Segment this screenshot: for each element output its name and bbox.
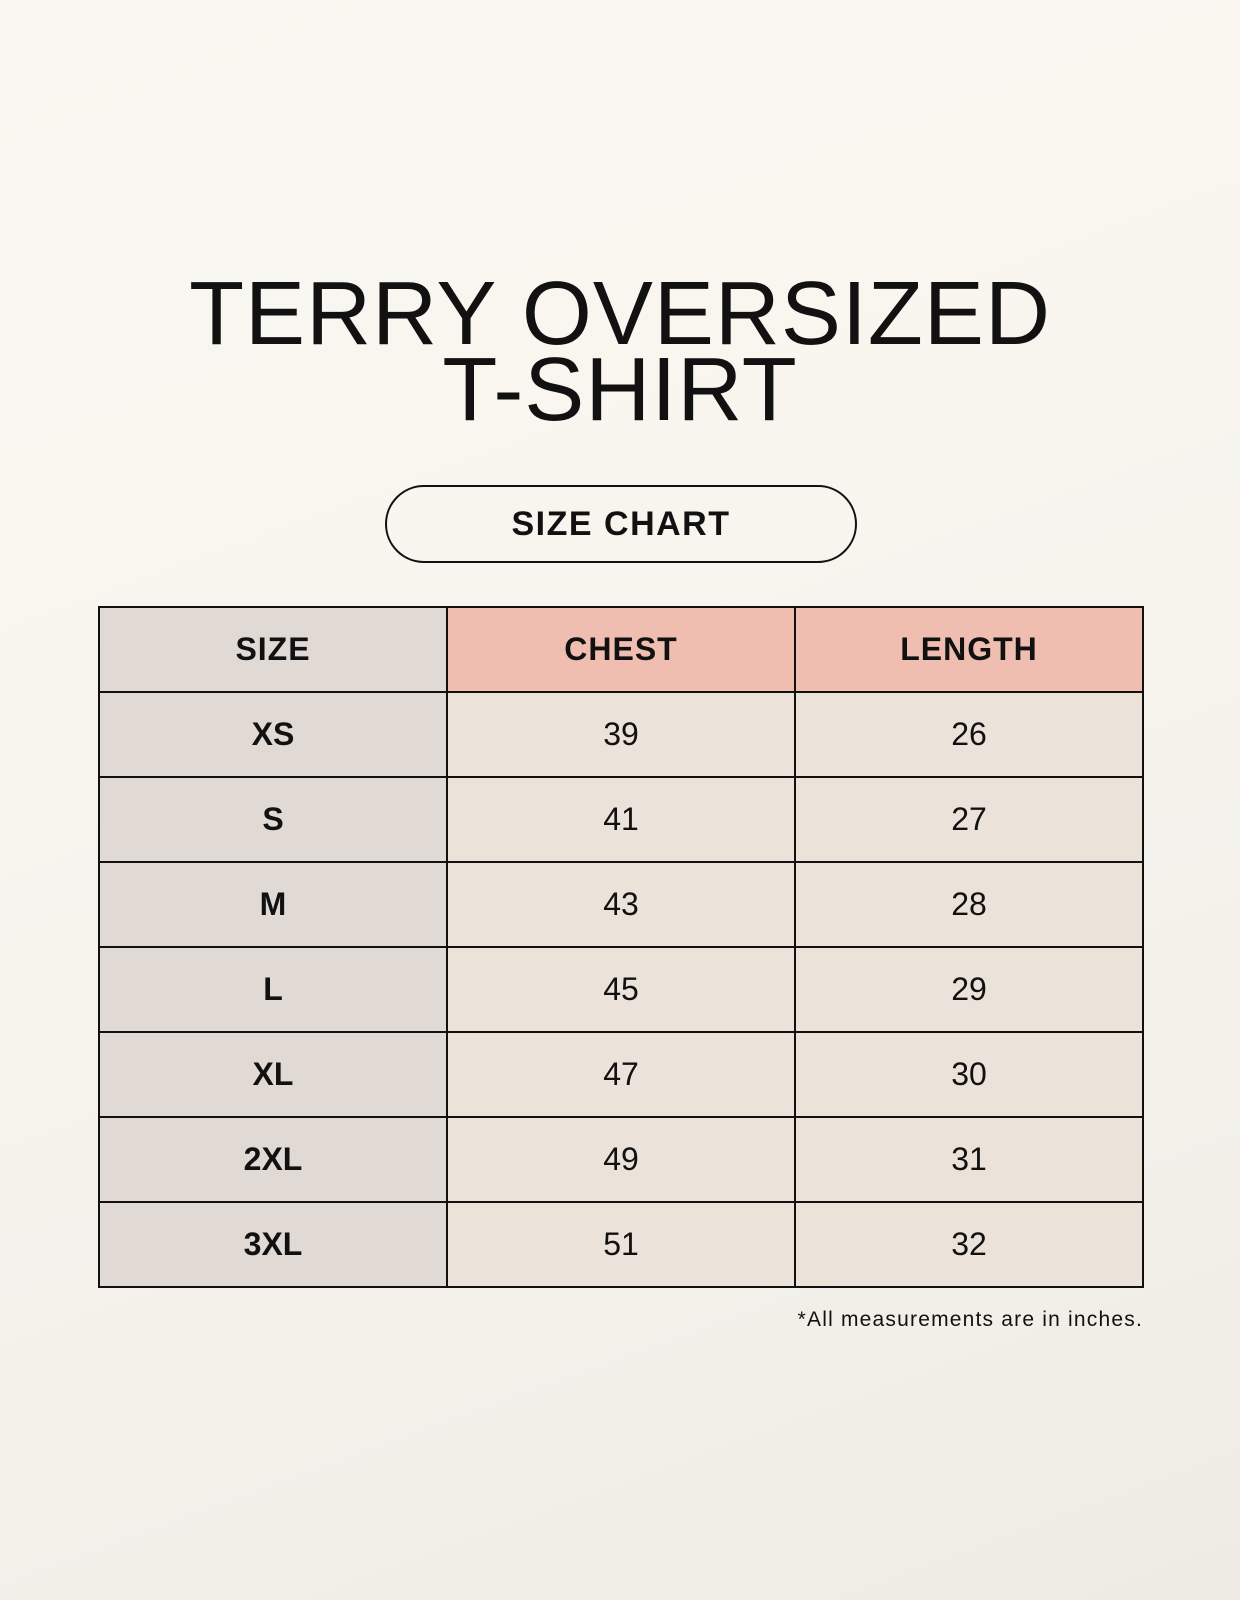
header-length: LENGTH <box>794 606 1144 693</box>
cell-length: 28 <box>794 861 1144 948</box>
cell-length: 30 <box>794 1031 1144 1118</box>
cell-size: XS <box>98 691 448 778</box>
cell-size: 2XL <box>98 1116 448 1203</box>
table-row: XS 39 26 <box>98 691 1144 778</box>
cell-chest: 47 <box>446 1031 796 1118</box>
cell-chest: 41 <box>446 776 796 863</box>
cell-size: 3XL <box>98 1201 448 1288</box>
cell-length: 29 <box>794 946 1144 1033</box>
cell-chest: 45 <box>446 946 796 1033</box>
cell-length: 27 <box>794 776 1144 863</box>
table-row: S 41 27 <box>98 776 1144 863</box>
cell-length: 31 <box>794 1116 1144 1203</box>
size-table: SIZE CHEST LENGTH XS 39 26 S 41 27 M 43 28 L 45 29 X… <box>98 606 1144 1288</box>
table-row: M 43 28 <box>98 861 1144 948</box>
table-row: 2XL 49 31 <box>98 1116 1144 1203</box>
table-row: L 45 29 <box>98 946 1144 1033</box>
cell-length: 26 <box>794 691 1144 778</box>
cell-size: L <box>98 946 448 1033</box>
table-row: 3XL 51 32 <box>98 1201 1144 1288</box>
badge-label: SIZE CHART <box>511 504 731 543</box>
table-row: XL 47 30 <box>98 1031 1144 1118</box>
cell-chest: 49 <box>446 1116 796 1203</box>
title-line-2: T-SHIRT <box>442 340 798 440</box>
cell-length: 32 <box>794 1201 1144 1288</box>
cell-size: XL <box>98 1031 448 1118</box>
footnote: *All measurements are in inches. <box>797 1308 1143 1331</box>
cell-chest: 43 <box>446 861 796 948</box>
page-title: TERRY OVERSIZED T-SHIRT <box>0 264 1240 440</box>
table-header-row: SIZE CHEST LENGTH <box>98 606 1144 693</box>
size-chart-badge: SIZE CHART <box>385 485 857 563</box>
header-chest: CHEST <box>446 606 796 693</box>
cell-chest: 51 <box>446 1201 796 1288</box>
cell-chest: 39 <box>446 691 796 778</box>
title-line-1: TERRY OVERSIZED <box>189 264 1051 364</box>
cell-size: S <box>98 776 448 863</box>
cell-size: M <box>98 861 448 948</box>
header-size: SIZE <box>98 606 448 693</box>
